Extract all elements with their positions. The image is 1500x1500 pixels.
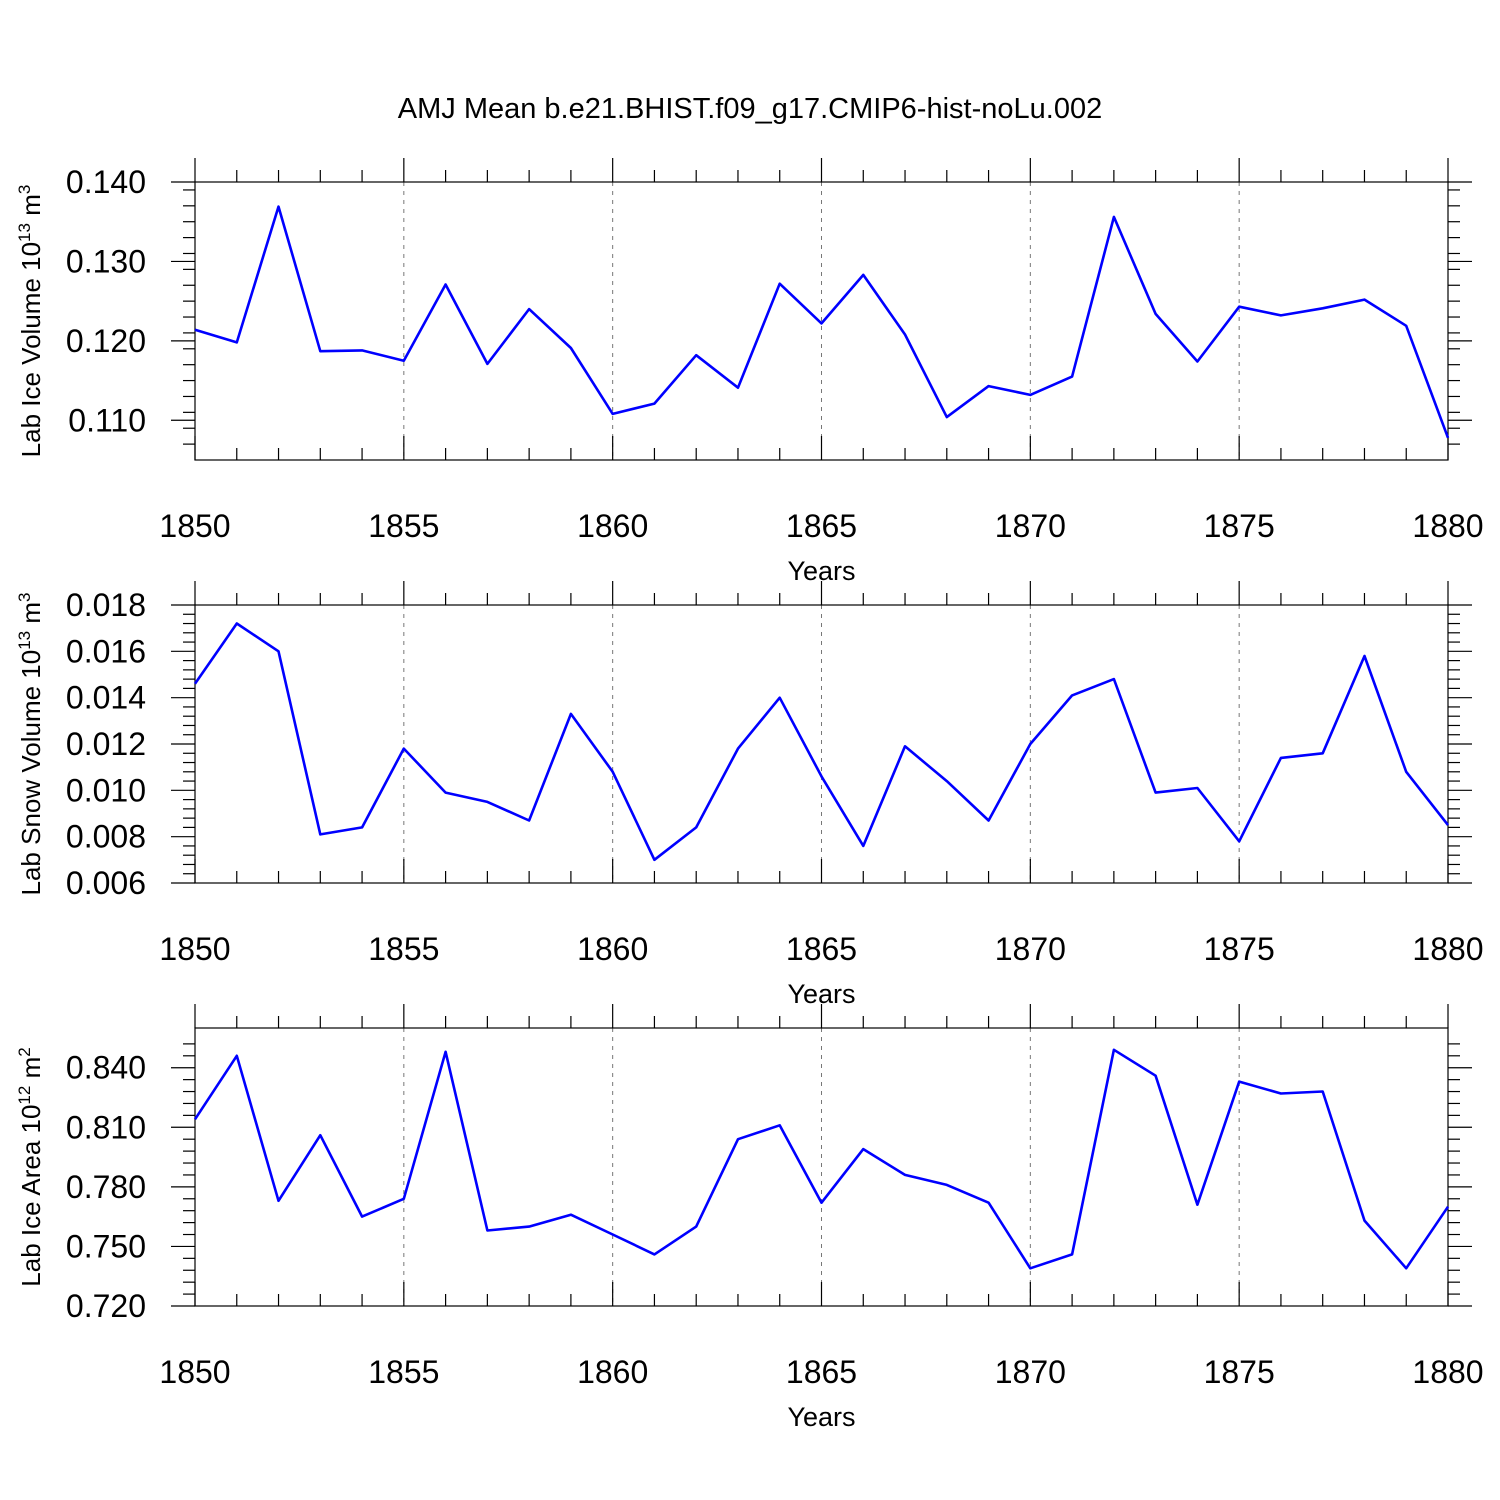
y-axis-label: Lab Ice Area 1012 m2 xyxy=(15,1047,46,1286)
series-line xyxy=(193,1048,1450,1270)
x-tick-label: 1875 xyxy=(1204,508,1275,544)
y-tick-label: 0.010 xyxy=(66,772,146,808)
y-tick-label: 0.750 xyxy=(66,1228,146,1264)
y-tick-label: 0.140 xyxy=(66,164,146,200)
x-tick-label: 1875 xyxy=(1204,1354,1275,1390)
x-tick-label: 1855 xyxy=(368,1354,439,1390)
series-line xyxy=(193,622,1450,862)
x-tick-label: 1865 xyxy=(786,1354,857,1390)
x-tick-label: 1870 xyxy=(995,1354,1066,1390)
panel-1: 1850 1855 1860 1865 1870 1875 1880 0.110 0.120 0.… xyxy=(15,158,1484,586)
y-tick-label: 0.006 xyxy=(66,865,146,901)
x-tick-label: 1850 xyxy=(159,508,230,544)
panel-3: 1850 1855 1860 1865 1870 1875 1880 0.720 0.750 0.… xyxy=(15,1004,1484,1432)
y-tick-label: 0.012 xyxy=(66,726,146,762)
y-tick-label: 0.014 xyxy=(66,680,146,716)
y-tick-label: 0.110 xyxy=(68,402,146,438)
y-tick-label: 0.780 xyxy=(66,1169,146,1205)
y-tick-label: 0.018 xyxy=(66,587,146,623)
x-tick-label: 1850 xyxy=(159,931,230,967)
y-tick-label: 0.016 xyxy=(66,633,146,669)
x-tick-label: 1870 xyxy=(995,931,1066,967)
x-tick-label: 1875 xyxy=(1204,931,1275,967)
x-tick-label: 1860 xyxy=(577,1354,648,1390)
panel-2: 1850 1855 1860 1865 1870 1875 1880 0.006 0.008 0.… xyxy=(15,581,1484,1009)
x-axis-label: Years xyxy=(787,1402,855,1432)
x-tick-label: 1860 xyxy=(577,931,648,967)
y-axis-label: Lab Snow Volume 1013 m3 xyxy=(15,592,46,895)
y-tick-label: 0.120 xyxy=(66,323,146,359)
x-tick-label: 1865 xyxy=(786,508,857,544)
chart-title: AMJ Mean b.e21.BHIST.f09_g17.CMIP6-hist-… xyxy=(398,93,1102,125)
series-line xyxy=(194,205,1450,439)
x-tick-label: 1865 xyxy=(786,931,857,967)
y-tick-label: 0.130 xyxy=(66,243,146,279)
x-tick-label: 1850 xyxy=(159,1354,230,1390)
x-tick-label: 1880 xyxy=(1412,508,1483,544)
y-axis-label: Lab Ice Volume 1013 m3 xyxy=(15,185,46,458)
y-tick-label: 0.810 xyxy=(66,1109,146,1145)
y-tick-label: 0.720 xyxy=(66,1288,146,1324)
x-tick-label: 1855 xyxy=(368,931,439,967)
y-tick-label: 0.840 xyxy=(66,1050,146,1086)
x-tick-label: 1880 xyxy=(1412,1354,1483,1390)
x-tick-label: 1880 xyxy=(1412,931,1483,967)
y-tick-label: 0.008 xyxy=(66,819,146,855)
x-tick-label: 1860 xyxy=(577,508,648,544)
x-tick-label: 1855 xyxy=(368,508,439,544)
x-tick-label: 1870 xyxy=(995,508,1066,544)
